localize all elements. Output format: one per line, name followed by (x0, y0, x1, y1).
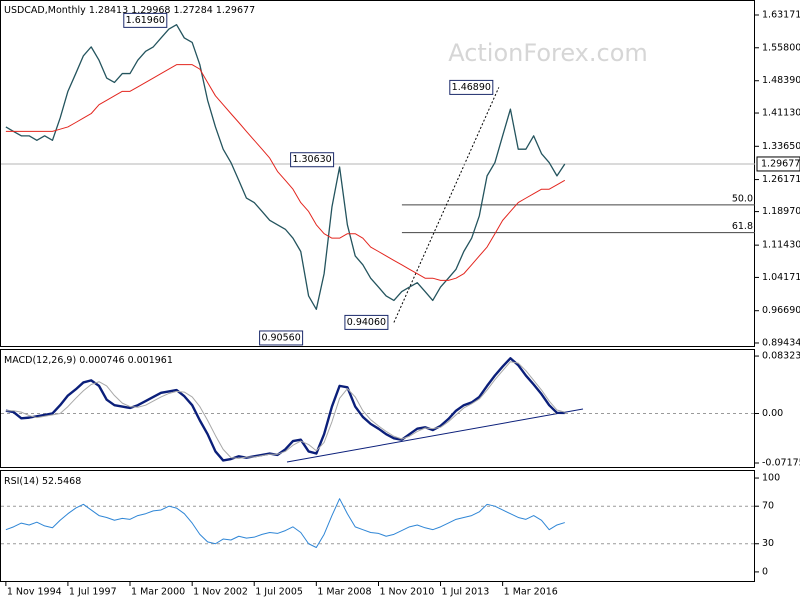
last-bar-open: 1.28413 (89, 5, 128, 16)
annotation-box (344, 314, 389, 330)
x-tick-label: 1 Nov 2002 (193, 587, 248, 598)
y-tick-label: 0 (762, 566, 768, 577)
x-tick-label: 1 Mar 2016 (504, 587, 558, 598)
swing-line (393, 87, 500, 323)
last-value: 0.000746 (79, 355, 124, 366)
last-bar-close: 1.29677 (216, 5, 255, 16)
fib-label: 61.8 (732, 221, 753, 232)
annotation-label: 1.46890 (452, 82, 491, 93)
annotation-box (259, 330, 304, 346)
y-tick-label: 70 (762, 501, 774, 512)
x-tick-label: 1 Mar 2000 (131, 587, 185, 598)
macd-trend-line (286, 408, 584, 463)
y-tick-label: 1.33650 (762, 141, 800, 152)
y-tick-label: 1.11430 (762, 240, 800, 251)
x-tick-label: 1 Mar 2008 (317, 587, 371, 598)
last-value: 52.5468 (42, 476, 81, 487)
price-panel-frame (0, 0, 755, 347)
panel-title: MACD(12,26,9) (4, 355, 76, 366)
y-tick-label: 30 (762, 538, 774, 549)
annotation-box (290, 152, 335, 168)
annotation-box (123, 12, 168, 28)
x-tick-label: 1 Nov 1994 (7, 587, 62, 598)
annotation-label: 0.94060 (347, 317, 386, 328)
series-line (5, 23, 566, 310)
annotation-label: 1.61960 (126, 15, 165, 26)
series-line (5, 498, 565, 548)
y-tick-label: 0.89434 (762, 337, 800, 348)
y-tick-label: 1.18970 (762, 206, 800, 217)
x-tick-label: 1 Jul 2005 (255, 587, 303, 598)
y-tick-label: 1.41130 (762, 108, 800, 119)
last-price-label: 1.29677 (761, 158, 800, 169)
last-value: 0.001961 (128, 355, 173, 366)
panel-header: MACD(12,26,9) 0.000746 0.001961 (4, 355, 173, 366)
annotation-box (449, 79, 494, 95)
series-line (5, 64, 566, 281)
last-bar-low: 1.27284 (174, 5, 213, 16)
y-tick-label: 1.48390 (762, 75, 800, 86)
macd-panel-frame (0, 349, 755, 468)
annotation-label: 0.90560 (261, 332, 300, 343)
y-tick-label: 1.04171 (762, 272, 800, 283)
x-tick-label: 1 Jul 2013 (442, 587, 490, 598)
series-line (5, 361, 565, 459)
y-tick-label: 0.96690 (762, 305, 800, 316)
y-tick-label: -0.071752 (762, 457, 800, 468)
y-tick-label: 0.083235 (762, 351, 800, 362)
x-tick-label: 1 Nov 2010 (379, 587, 434, 598)
y-tick-label: 100 (762, 473, 780, 484)
y-tick-label: 1.26171 (762, 174, 800, 185)
fib-label: 50.0 (732, 193, 753, 204)
panel-header: USDCAD,Monthly 1.28413 1.29968 1.27284 1… (4, 5, 255, 16)
x-tick-label: 1 Jul 1997 (69, 587, 117, 598)
last-price-box (756, 156, 800, 172)
panel-title: RSI(14) (4, 476, 39, 487)
panel-header: RSI(14) 52.5468 (4, 476, 81, 487)
y-tick-label: 1.63171 (762, 9, 800, 20)
rsi-panel-frame (0, 470, 755, 582)
y-tick-label: 0.00 (762, 408, 783, 419)
annotation-label: 1.30630 (292, 154, 331, 165)
watermark: ActionForex.com (448, 39, 648, 67)
last-bar-high: 1.29968 (131, 5, 170, 16)
panel-title: USDCAD,Monthly (4, 5, 86, 16)
series-line (5, 357, 565, 462)
y-tick-label: 1.55800 (762, 42, 800, 53)
